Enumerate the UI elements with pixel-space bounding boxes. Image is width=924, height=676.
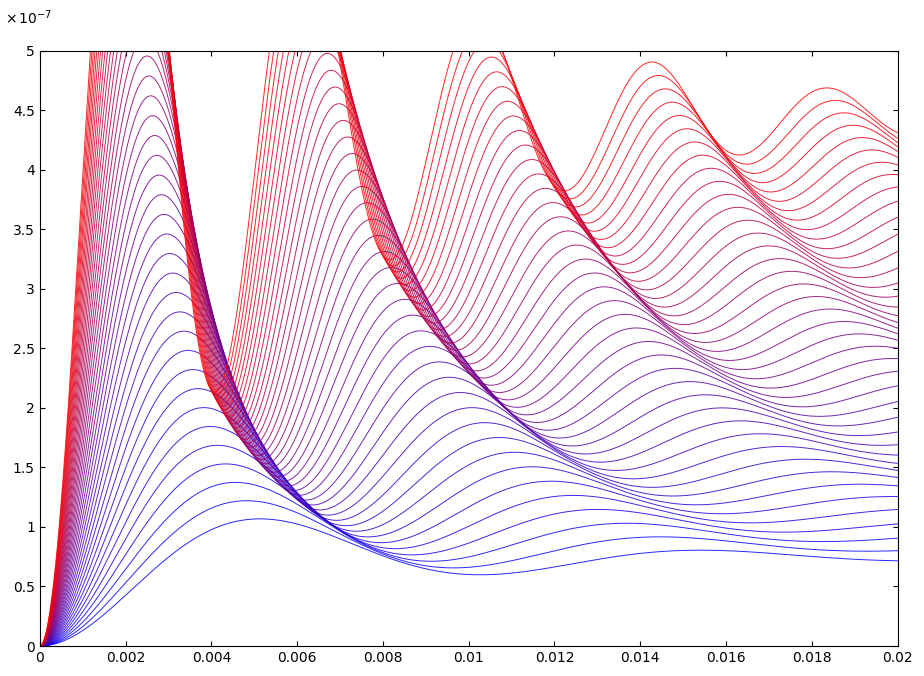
- Text: $\times\,10^{-7}$: $\times\,10^{-7}$: [6, 8, 53, 27]
